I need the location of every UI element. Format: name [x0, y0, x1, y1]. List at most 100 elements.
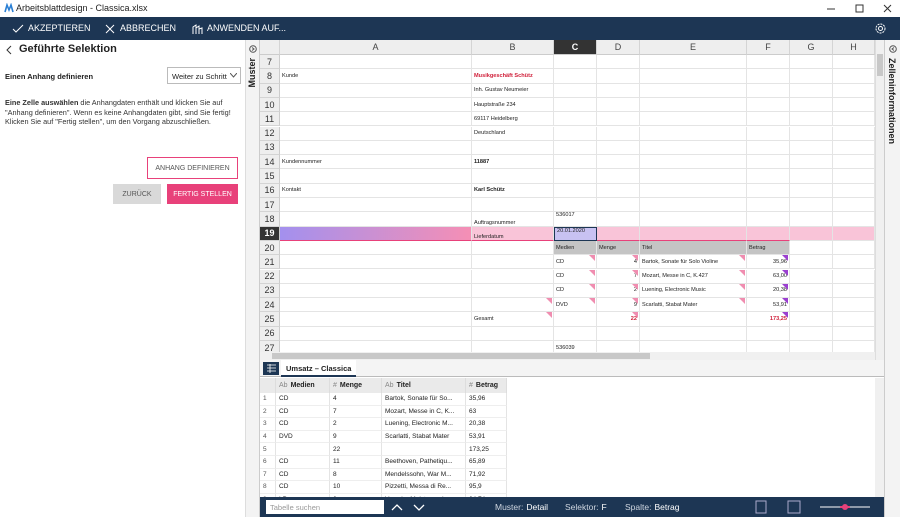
cell[interactable]: 20.01.2020 — [554, 226, 597, 241]
table-cell[interactable]: 8 — [330, 468, 382, 482]
row-header[interactable]: 14 — [260, 155, 280, 170]
window-controls[interactable] — [820, 0, 900, 17]
cell[interactable]: CD — [554, 283, 597, 299]
column-header[interactable]: H — [833, 40, 875, 55]
cancel-button[interactable]: ABBRECHEN — [120, 23, 177, 33]
cell[interactable] — [472, 283, 554, 299]
table-cell[interactable]: Versch., Meisterwerk... — [382, 493, 466, 497]
cell-info-side-tab[interactable]: Zelleninformationen — [884, 40, 900, 517]
cell[interactable] — [833, 55, 875, 70]
finish-button[interactable]: FERTIG STELLEN — [167, 184, 238, 204]
row-header[interactable]: 12 — [260, 126, 280, 141]
cell[interactable] — [280, 97, 472, 113]
cell[interactable] — [640, 312, 747, 327]
cell[interactable] — [790, 140, 833, 156]
table-cell[interactable]: Beethoven, Pathetiqu... — [382, 456, 466, 469]
cell[interactable] — [280, 198, 472, 213]
cell[interactable] — [790, 240, 833, 256]
cell[interactable] — [554, 140, 597, 156]
cell[interactable] — [747, 226, 790, 241]
row-header[interactable]: 9 — [260, 83, 280, 98]
cell[interactable] — [280, 269, 472, 284]
cell[interactable] — [597, 212, 640, 227]
row-header[interactable]: 21 — [260, 255, 280, 270]
column-header[interactable]: B — [472, 40, 554, 55]
back-arrow[interactable] — [5, 45, 13, 55]
settings-icon[interactable] — [874, 22, 887, 35]
cell[interactable] — [597, 126, 640, 141]
column-header[interactable]: D — [597, 40, 640, 55]
table-cell[interactable]: 22 — [330, 443, 382, 456]
column-header[interactable]: F — [747, 40, 790, 55]
cell[interactable] — [280, 55, 472, 70]
cell[interactable]: 53,91 — [747, 298, 790, 313]
cell[interactable] — [747, 198, 790, 213]
column-header[interactable]: E — [640, 40, 747, 55]
cell[interactable] — [640, 140, 747, 156]
cell[interactable]: 7 — [597, 269, 640, 284]
row-header[interactable]: 26 — [260, 326, 280, 341]
cell[interactable] — [747, 69, 790, 84]
table-cell[interactable]: 63 — [466, 405, 507, 419]
cell[interactable] — [554, 183, 597, 198]
cell[interactable] — [833, 226, 875, 241]
row-header[interactable]: 19 — [260, 226, 280, 241]
cell[interactable] — [280, 126, 472, 141]
cell[interactable]: 22 — [597, 312, 640, 327]
cell[interactable] — [597, 326, 640, 341]
cell[interactable] — [640, 226, 747, 241]
table-cell[interactable]: Mendelssohn, War M... — [382, 468, 466, 482]
cell[interactable] — [747, 83, 790, 98]
cell[interactable] — [790, 169, 833, 184]
cell[interactable] — [280, 169, 472, 184]
cell[interactable] — [554, 169, 597, 184]
row-header[interactable]: 7 — [260, 55, 280, 70]
cell[interactable]: 9 — [597, 298, 640, 313]
cell[interactable]: Auftragsnummer — [472, 212, 554, 227]
cell[interactable] — [597, 169, 640, 184]
table-cell[interactable] — [276, 443, 330, 456]
cell[interactable] — [554, 55, 597, 70]
cell[interactable] — [280, 112, 472, 127]
cell[interactable] — [833, 183, 875, 198]
search-nav[interactable] — [390, 501, 430, 513]
cell[interactable]: 4 — [597, 255, 640, 270]
table-cell[interactable]: 11 — [330, 456, 382, 469]
cell[interactable]: Gesamt — [472, 312, 554, 327]
cell[interactable]: Musikgeschäft Schütz — [472, 69, 554, 84]
cell[interactable] — [790, 69, 833, 84]
cell[interactable] — [833, 312, 875, 327]
step-dropdown[interactable]: Weiter zu Schritt — [167, 67, 241, 84]
row-header[interactable]: 25 — [260, 312, 280, 327]
table-scrollbar[interactable] — [875, 378, 884, 497]
cell[interactable] — [833, 97, 875, 113]
cell[interactable] — [790, 83, 833, 98]
cell[interactable] — [790, 126, 833, 141]
table-header[interactable]: Ab Medien — [276, 378, 330, 393]
cell[interactable] — [554, 83, 597, 98]
cell[interactable] — [597, 226, 640, 241]
cell[interactable]: CD — [554, 255, 597, 270]
column-header[interactable]: G — [790, 40, 833, 55]
cell[interactable] — [472, 169, 554, 184]
cell[interactable]: Kundennummer — [280, 155, 472, 170]
apply-button[interactable]: ANWENDEN AUF... — [207, 23, 287, 33]
status-icons[interactable] — [752, 500, 822, 514]
row-header[interactable]: 22 — [260, 269, 280, 284]
horizontal-scrollbar[interactable] — [260, 352, 875, 360]
table-cell[interactable]: CD — [276, 418, 330, 431]
row-header[interactable]: 13 — [260, 140, 280, 156]
table-cell[interactable]: CD — [276, 456, 330, 469]
cell[interactable] — [833, 240, 875, 256]
cell[interactable] — [790, 183, 833, 198]
cell[interactable] — [640, 155, 747, 170]
cell[interactable] — [747, 212, 790, 227]
column-header[interactable]: C — [554, 40, 597, 55]
cell[interactable] — [597, 198, 640, 213]
cell[interactable] — [280, 326, 472, 341]
cell[interactable] — [554, 97, 597, 113]
cell[interactable] — [833, 112, 875, 127]
cell[interactable] — [554, 69, 597, 84]
cell[interactable] — [280, 240, 472, 256]
table-cell[interactable]: 64,74 — [466, 493, 507, 497]
